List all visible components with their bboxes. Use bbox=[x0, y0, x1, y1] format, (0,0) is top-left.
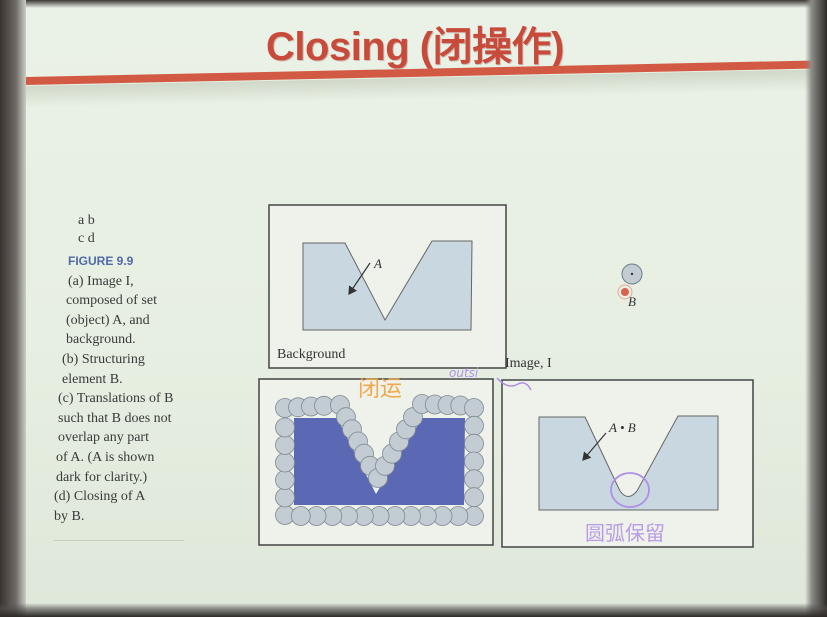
image-i-label: Image, I bbox=[505, 356, 552, 371]
figure-caption: a b c d FIGURE 9.9 (a) Image I, composed… bbox=[54, 212, 204, 526]
caption-line: element B. bbox=[62, 371, 123, 387]
structuring-element-label: B bbox=[628, 294, 636, 309]
panel-labels-row1: a b bbox=[78, 213, 95, 228]
translated-b-circles bbox=[275, 394, 484, 526]
caption-line: (a) Image I, bbox=[68, 273, 134, 289]
panel-c bbox=[258, 378, 494, 546]
laser-pointer-halo bbox=[617, 284, 633, 300]
caption-line: (d) Closing of A bbox=[54, 489, 146, 505]
annotation-scribble-stroke bbox=[496, 377, 532, 391]
translated-b-circle bbox=[464, 433, 484, 454]
annotation-purple: 圆弧保留 bbox=[585, 521, 665, 545]
translated-b-circle bbox=[275, 417, 295, 438]
annotations: 闭运 outsi 圆弧保留 bbox=[358, 366, 665, 545]
closing-label: A • B bbox=[608, 420, 636, 435]
translated-b-circle bbox=[464, 469, 484, 490]
structuring-element-origin bbox=[630, 272, 634, 276]
caption-line: such that B does not bbox=[58, 410, 172, 426]
annotation-purple-scribble: outsi bbox=[449, 366, 479, 380]
caption-line: of A. (A is shown bbox=[56, 449, 155, 465]
caption-line: by B. bbox=[54, 508, 85, 524]
translated-b-circle bbox=[290, 506, 311, 526]
translated-b-circle bbox=[464, 487, 484, 508]
background-label: Background bbox=[277, 347, 345, 362]
panel-b: B bbox=[617, 263, 643, 309]
set-a-dark bbox=[294, 418, 465, 505]
caption-line: overlap any part bbox=[58, 430, 149, 446]
translated-b-circle bbox=[464, 451, 484, 472]
set-a-label: A bbox=[373, 256, 382, 271]
projector-edge-right bbox=[805, 0, 827, 617]
caption-line: (c) Translations of B bbox=[58, 391, 174, 407]
caption-line: (b) Structuring bbox=[62, 351, 145, 367]
projector-edge-top bbox=[0, 0, 827, 8]
annotation-orange: 闭运 bbox=[358, 377, 402, 402]
panel-d: A • B Image, I bbox=[501, 356, 754, 548]
translated-b-circle bbox=[464, 415, 484, 436]
closing-result-shape bbox=[538, 415, 719, 511]
projector-edge-left bbox=[0, 0, 26, 617]
caption-line: composed of set bbox=[66, 293, 157, 309]
set-a-shape bbox=[302, 240, 473, 331]
translated-b-circle bbox=[464, 398, 484, 418]
translated-b-circle bbox=[275, 452, 295, 473]
panel-a: A Background bbox=[268, 204, 507, 369]
annotation-circle bbox=[610, 472, 650, 508]
laser-pointer-dot bbox=[621, 288, 629, 296]
translated-b-circle bbox=[275, 487, 295, 508]
caption-line: (object) A, and bbox=[66, 312, 150, 328]
translated-b-circle bbox=[275, 435, 295, 455]
caption-line: background. bbox=[66, 332, 136, 348]
projector-edge-bottom bbox=[0, 603, 827, 617]
panel-labels-row2: c d bbox=[78, 231, 95, 246]
caption-line: dark for clarity.) bbox=[56, 469, 148, 485]
slide-title: Closing (闭操作) bbox=[266, 25, 564, 69]
caption-rule bbox=[54, 540, 184, 541]
translated-b-circle bbox=[275, 470, 295, 490]
closing-arrow bbox=[582, 432, 607, 461]
figure-number: FIGURE 9.9 bbox=[68, 254, 134, 268]
set-a-arrow bbox=[348, 262, 371, 295]
